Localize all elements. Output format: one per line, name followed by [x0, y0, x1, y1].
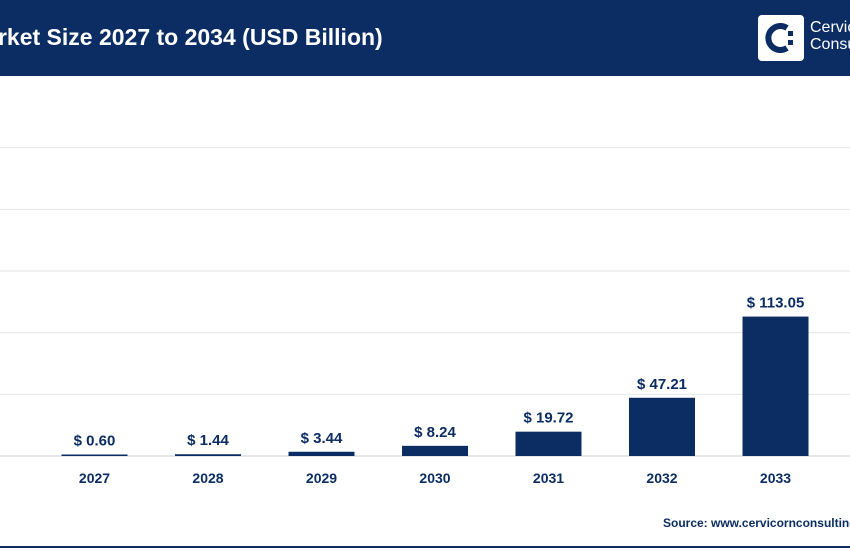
x-tick-label-2032: 2032 [646, 470, 677, 486]
logo-line-1: Cervicorn [810, 19, 850, 36]
bar-2027 [61, 454, 128, 456]
chart-header: Market Size 2027 to 2034 (USD Billion) C… [0, 0, 850, 76]
bar-2032 [629, 397, 695, 456]
chart-title: Market Size 2027 to 2034 (USD Billion) [0, 24, 383, 50]
x-tick-label-2027: 2027 [79, 470, 110, 486]
bar-chart: $ 0.60 2027 $ 1.44 2028 $ 3.44 2029 $ 8.24 2030… [0, 147, 850, 486]
x-tick-label-2031: 2031 [533, 470, 564, 486]
logo-icon [758, 15, 804, 61]
bar-2033 [742, 316, 809, 456]
x-tick-label-2030: 2030 [419, 470, 450, 486]
bar-2030 [402, 445, 468, 456]
value-label-2030: $ 8.24 [414, 424, 456, 441]
footer-divider [0, 546, 850, 548]
logo-line-2: Consulting [810, 36, 850, 53]
value-label-2033: $ 113.05 [747, 295, 805, 312]
x-tick-label-2029: 2029 [306, 470, 337, 486]
value-label-2032: $ 47.21 [637, 376, 687, 393]
bar-2031 [515, 431, 582, 456]
source-note: Source: www.cervicornconsulting.com [663, 516, 850, 530]
x-tick-label-2028: 2028 [192, 470, 223, 486]
bar-2028 [175, 454, 241, 456]
value-label-2028: $ 1.44 [187, 432, 229, 449]
x-tick-label-2033: 2033 [760, 470, 791, 486]
logo-wordmark: Cervicorn Consulting [810, 19, 850, 53]
value-label-2027: $ 0.60 [74, 433, 116, 450]
value-label-2029: $ 3.44 [301, 430, 343, 447]
company-logo: Cervicorn Consulting [758, 15, 850, 61]
bar-2029 [288, 451, 355, 456]
chart-area: $ 0.60 2027 $ 1.44 2028 $ 3.44 2029 $ 8.24 2030… [0, 76, 850, 516]
value-label-2031: $ 19.72 [523, 410, 573, 427]
